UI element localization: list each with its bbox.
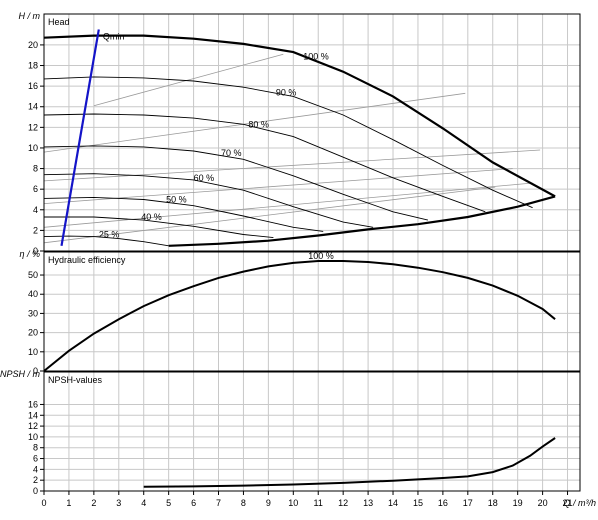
x-tick-label: 1 xyxy=(66,498,71,508)
speed-curve xyxy=(44,216,274,239)
y-tick-label: 10 xyxy=(28,143,38,153)
y-axis-label-npsh: NPSH / m xyxy=(0,369,40,379)
speed-curve-label: 60 % xyxy=(194,173,215,183)
x-tick-label: 4 xyxy=(141,498,146,508)
x-tick-label: 20 xyxy=(538,498,548,508)
speed-curve-label: 80 % xyxy=(248,119,269,129)
x-tick-label: 17 xyxy=(463,498,473,508)
y-tick-label: 12 xyxy=(28,421,38,431)
y-tick-label: 10 xyxy=(28,432,38,442)
series-line-npsh xyxy=(143,437,556,488)
y-tick-label: 6 xyxy=(33,184,38,194)
efficiency-iso-line xyxy=(93,53,284,107)
x-tick-label: 5 xyxy=(166,498,171,508)
speed-curve-label: 70 % xyxy=(221,148,242,158)
x-tick-label: 8 xyxy=(241,498,246,508)
panel-title-npsh: NPSH-values xyxy=(48,375,103,385)
y-tick-label: 14 xyxy=(28,410,38,420)
y-tick-label: 16 xyxy=(28,399,38,409)
y-tick-label: 20 xyxy=(28,40,38,50)
efficiency-iso-line xyxy=(43,168,513,204)
y-tick-label: 0 xyxy=(33,366,38,376)
y-tick-label: 10 xyxy=(28,347,38,357)
y-tick-label: 18 xyxy=(28,61,38,71)
efficiency-iso-line xyxy=(43,149,541,182)
x-tick-label: 10 xyxy=(288,498,298,508)
x-tick-label: 21 xyxy=(563,498,573,508)
efficiency-iso-line xyxy=(43,186,496,244)
speed-curve xyxy=(43,76,533,209)
x-tick-label: 9 xyxy=(266,498,271,508)
y-tick-label: 16 xyxy=(28,81,38,91)
y-tick-label: 0 xyxy=(33,246,38,256)
min-speed-envelope xyxy=(168,195,556,247)
speed-curve xyxy=(43,196,324,232)
x-tick-label: 18 xyxy=(488,498,498,508)
qmin-label: Qmin xyxy=(103,31,125,41)
y-tick-label: 8 xyxy=(33,443,38,453)
speed-curve xyxy=(43,235,169,247)
y-axis-label-head: H / m xyxy=(19,11,41,21)
y-tick-label: 4 xyxy=(33,464,38,474)
y-tick-label: 4 xyxy=(33,205,38,215)
efficiency-iso-line xyxy=(43,92,466,153)
x-tick-label: 12 xyxy=(338,498,348,508)
y-tick-label: 12 xyxy=(28,122,38,132)
x-tick-label: 19 xyxy=(513,498,523,508)
y-tick-label: 2 xyxy=(33,225,38,235)
speed-curve-label: 90 % xyxy=(276,87,297,97)
x-tick-label: 15 xyxy=(413,498,423,508)
speed-curve-label: 25 % xyxy=(99,230,120,240)
speed-curve xyxy=(43,173,374,228)
panel-title-head: Head xyxy=(48,17,70,27)
y-tick-label: 20 xyxy=(28,328,38,338)
qmin-line xyxy=(60,29,100,246)
x-tick-label: 11 xyxy=(314,498,323,508)
panel-title-efficiency: Hydraulic efficiency xyxy=(48,255,126,265)
y-axis-label-efficiency: η / % xyxy=(19,249,40,259)
y-tick-label: 40 xyxy=(28,289,38,299)
panel-frame-npsh xyxy=(43,371,581,492)
speed-curve-label: 100 % xyxy=(303,51,329,61)
x-tick-label: 2 xyxy=(91,498,96,508)
series-line-efficiency xyxy=(43,260,556,372)
x-tick-label: 6 xyxy=(191,498,196,508)
y-tick-label: 50 xyxy=(28,270,38,280)
frame-layer xyxy=(40,13,581,495)
x-tick-label: 7 xyxy=(216,498,221,508)
y-tick-label: 0 xyxy=(33,486,38,496)
speed-curve-label: 50 % xyxy=(166,195,187,205)
panel-frame-efficiency xyxy=(43,251,581,372)
y-tick-label: 6 xyxy=(33,454,38,464)
y-tick-label: 8 xyxy=(33,164,38,174)
panel-frame-head xyxy=(43,13,581,252)
speed-curve-label: 40 % xyxy=(141,212,162,222)
x-axis-label: Q / m³/h xyxy=(563,498,596,508)
y-tick-label: 14 xyxy=(28,102,38,112)
curve-layer xyxy=(43,29,556,488)
speed-curve xyxy=(43,34,556,198)
speed-curve xyxy=(43,113,486,213)
series-label-efficiency: 100 % xyxy=(308,251,334,261)
y-tick-label: 2 xyxy=(33,475,38,485)
x-tick-label: 0 xyxy=(41,498,46,508)
x-tick-label: 3 xyxy=(116,498,121,508)
y-tick-label: 30 xyxy=(28,308,38,318)
speed-curve xyxy=(43,145,429,221)
x-tick-label: 16 xyxy=(438,498,448,508)
x-tick-label: 13 xyxy=(363,498,373,508)
x-tick-label: 14 xyxy=(388,498,398,508)
